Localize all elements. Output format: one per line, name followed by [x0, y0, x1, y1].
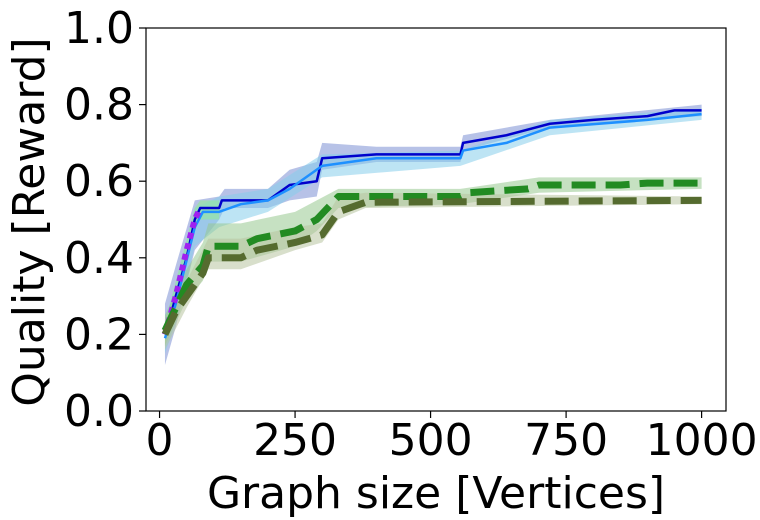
series-lines: [161, 109, 702, 339]
series-2-line: [163, 112, 702, 339]
y-tick-label: 1.0: [64, 3, 134, 54]
axis-ticks: 0 250 500 750 1000 0.0 0.2 0.4 0.6 0.8 1.0: [64, 3, 758, 466]
series-4-band: [164, 177, 702, 346]
confidence-bands: [164, 104, 702, 366]
series-2-band: [164, 108, 702, 354]
y-tick-label: 0.8: [64, 80, 134, 131]
x-tick-label: 1000: [646, 415, 758, 466]
x-tick-label: 500: [389, 415, 473, 466]
series-5-line: [161, 196, 702, 336]
series-4-line: [161, 179, 702, 333]
y-tick-label: 0.2: [64, 309, 134, 360]
x-tick-label: 750: [524, 415, 608, 466]
plot-frame: [145, 27, 727, 412]
x-tick-label: 0: [146, 415, 174, 466]
y-tick-label: 0.4: [64, 233, 134, 284]
y-tick-label: 0.6: [64, 156, 134, 207]
x-axis-title: Graph size [Vertices]: [207, 468, 665, 519]
y-axis-title: Quality [Reward]: [4, 37, 55, 406]
x-tick-label: 250: [253, 415, 337, 466]
y-tick-label: 0.0: [64, 386, 134, 437]
